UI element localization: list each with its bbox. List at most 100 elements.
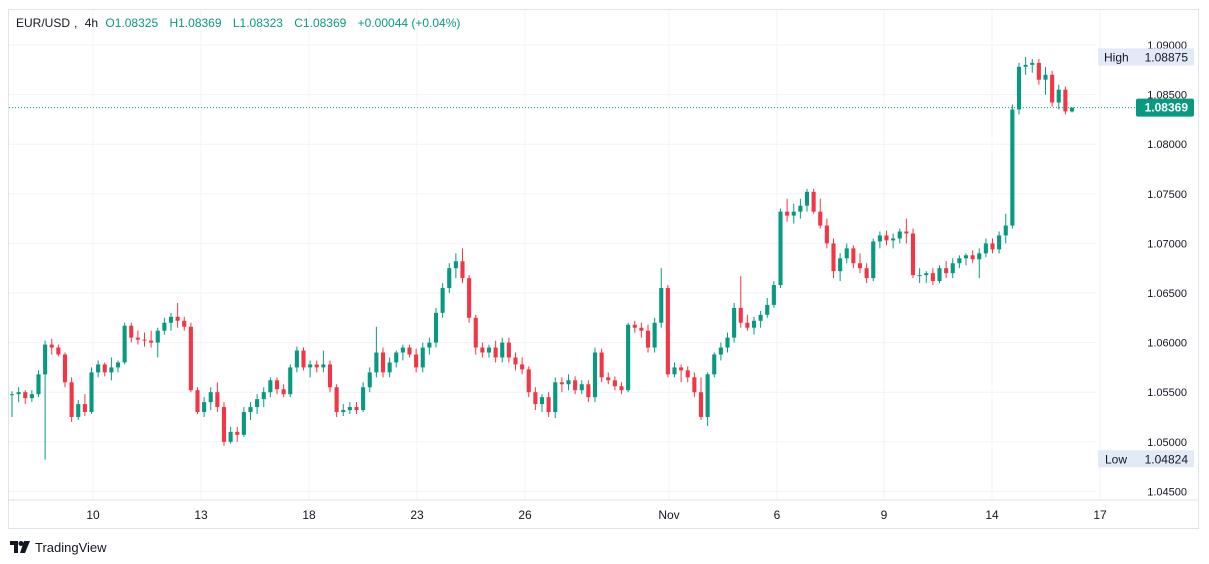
candle-up — [977, 253, 982, 260]
candle-down — [473, 317, 478, 348]
legend-interval: 4h — [84, 16, 99, 30]
y-tick-label: 1.05000 — [1147, 437, 1187, 449]
candle-up — [241, 412, 246, 435]
candle-down — [645, 330, 651, 348]
candle-down — [301, 350, 306, 368]
candle-down — [910, 233, 916, 276]
candle-up — [168, 316, 174, 323]
candle-down — [175, 316, 180, 321]
candle-down — [1036, 62, 1041, 80]
candle-up — [453, 261, 458, 269]
candle-up — [877, 235, 882, 242]
candle-down — [56, 347, 61, 355]
brand-name: TradingView — [35, 539, 107, 555]
candle-up — [394, 352, 399, 363]
candle-down — [586, 384, 591, 398]
candle-up — [983, 243, 988, 254]
candle-down — [274, 380, 280, 390]
candle-up — [751, 320, 757, 328]
candle-down — [380, 352, 386, 373]
candle-down — [573, 380, 578, 391]
candle-down — [334, 387, 339, 413]
legend-change: +0.00044 (+0.04%) — [357, 16, 461, 30]
candle-down — [851, 248, 856, 264]
candle-down — [513, 357, 518, 365]
candle-up — [1056, 89, 1061, 103]
candle-up — [652, 322, 657, 348]
candle-up — [626, 324, 631, 391]
candle-down — [235, 431, 240, 435]
candle-up — [553, 382, 558, 413]
legend-low: L1.08323 — [232, 16, 283, 30]
candle-down — [407, 347, 412, 355]
candle-up — [758, 314, 763, 321]
candle-up — [1043, 74, 1048, 80]
y-tick-label: 1.06000 — [1147, 338, 1187, 350]
candle-up — [268, 380, 273, 393]
candle-down — [639, 327, 644, 331]
candle-up — [672, 367, 677, 375]
candle-up — [420, 347, 425, 368]
legend-separator: , — [74, 16, 78, 30]
candle-up — [294, 350, 299, 368]
candle-up — [791, 211, 796, 216]
candle-up — [122, 325, 127, 363]
candle-down — [990, 243, 995, 250]
candle-down — [824, 225, 829, 244]
candle-up — [566, 380, 571, 385]
high-value-text: 1.08875 — [1145, 50, 1189, 64]
candle-down — [460, 261, 465, 279]
x-tick-label: 18 — [302, 508, 316, 522]
candle-up — [202, 402, 207, 413]
y-tick-label: 1.08000 — [1147, 139, 1187, 151]
candle-up — [308, 364, 313, 368]
x-tick-label: 23 — [410, 508, 424, 522]
legend-open: O1.08325 — [105, 16, 159, 30]
last-price-text: 1.08369 — [1145, 101, 1189, 115]
candle-up — [871, 241, 876, 279]
candle-up — [539, 397, 545, 405]
y-tick-label: 1.07000 — [1147, 238, 1187, 250]
low-label-text: Low — [1105, 452, 1127, 466]
candle-down — [599, 352, 604, 378]
candle-up — [500, 342, 505, 358]
y-tick-label: 1.04500 — [1147, 486, 1187, 498]
candle-up — [765, 304, 770, 315]
candle-down — [632, 324, 637, 328]
candle-down — [811, 191, 816, 212]
candle-up — [838, 258, 843, 272]
candle-down — [619, 386, 624, 391]
x-tick-label: Nov — [658, 508, 679, 522]
candle-down — [188, 326, 193, 391]
candle-down — [82, 404, 87, 413]
candle-down — [69, 382, 74, 417]
candles-group — [9, 56, 1075, 460]
high-label-box — [1098, 48, 1194, 66]
candle-up — [1003, 225, 1008, 236]
candle-up — [705, 374, 710, 417]
candle-up — [804, 191, 810, 206]
candle-down — [944, 268, 949, 274]
candle-down — [685, 370, 690, 378]
candle-down — [864, 268, 869, 279]
candle-up — [387, 362, 392, 373]
candle-up — [16, 392, 21, 395]
candle-down — [215, 392, 220, 408]
candle-down — [182, 320, 187, 327]
candle-up — [440, 288, 445, 313]
candle-up — [89, 372, 94, 413]
candle-up — [261, 392, 266, 400]
candle-up — [592, 352, 598, 398]
candle-down — [62, 354, 68, 383]
candle-down — [546, 397, 551, 413]
candle-up — [228, 431, 233, 442]
candle-down — [195, 390, 200, 413]
x-tick-label: 26 — [518, 508, 532, 522]
candle-up — [732, 307, 737, 338]
candle-up — [997, 235, 1002, 250]
candle-up — [400, 347, 405, 353]
tradingview-brand[interactable]: TradingView — [10, 538, 107, 556]
candle-up — [579, 384, 584, 391]
candle-up — [447, 268, 452, 289]
